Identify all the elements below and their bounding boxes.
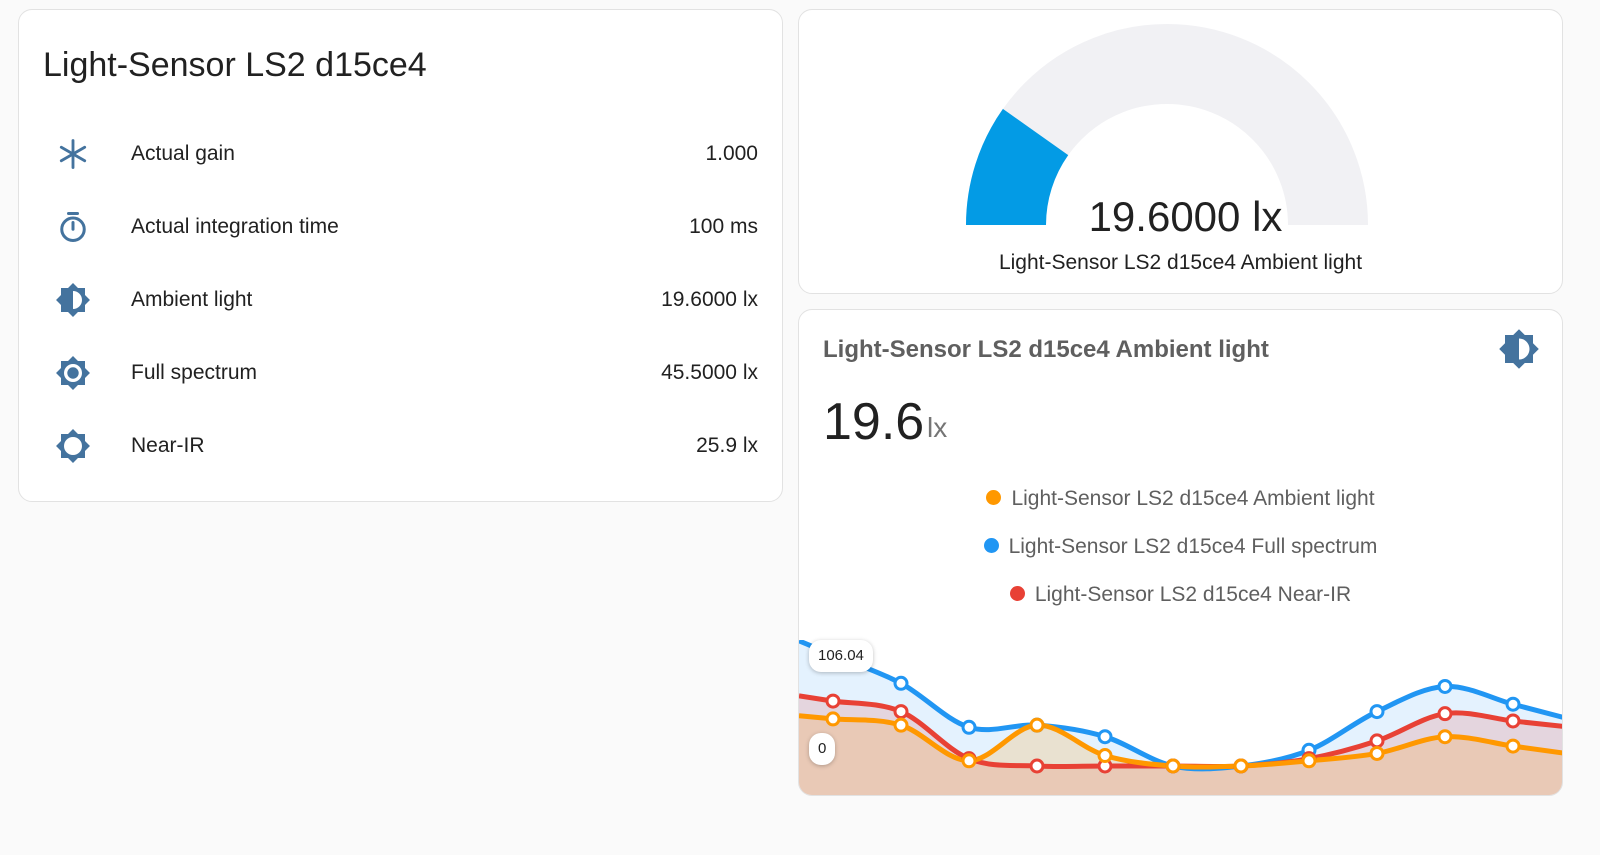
data-point[interactable] xyxy=(1301,753,1317,769)
sensor-value: 19.6 xyxy=(823,393,925,451)
data-point[interactable] xyxy=(825,711,841,727)
gauge-card[interactable]: 19.6000 lx Light-Sensor LS2 d15ce4 Ambie… xyxy=(798,9,1563,294)
entity-row-near-ir[interactable]: Near-IR 25.9 lx xyxy=(19,416,782,476)
legend-dot xyxy=(986,489,1002,505)
entity-row-ambient-light[interactable]: Ambient light 19.6000 lx xyxy=(19,270,782,330)
data-point[interactable] xyxy=(1369,745,1385,761)
legend-item-near-ir[interactable]: Light-Sensor LS2 d15ce4 Near-IR xyxy=(799,581,1562,609)
data-point[interactable] xyxy=(1029,717,1045,733)
timer-icon xyxy=(60,212,86,242)
entity-value: 1.000 xyxy=(705,142,758,165)
entity-value: 25.9 lx xyxy=(696,434,758,457)
sensor-card[interactable]: Light-Sensor LS2 d15ce4 Ambient light 19… xyxy=(798,309,1563,796)
entity-row-integration-time[interactable]: Actual integration time 100 ms xyxy=(19,197,782,257)
legend-label: Light-Sensor LS2 d15ce4 Near-IR xyxy=(1034,583,1352,606)
entity-label: Actual integration time xyxy=(131,215,339,238)
legend-dot xyxy=(983,537,999,553)
sensor-name: Light-Sensor LS2 d15ce4 Ambient light xyxy=(823,336,1269,363)
entity-label: Actual gain xyxy=(131,142,235,165)
brightness-half-icon xyxy=(1499,329,1539,369)
legend-label: Light-Sensor LS2 d15ce4 Ambient light xyxy=(1011,487,1375,510)
entity-value: 19.6000 lx xyxy=(661,288,758,311)
entity-label: Full spectrum xyxy=(131,361,258,384)
data-point[interactable] xyxy=(1505,713,1521,729)
data-point[interactable] xyxy=(1505,738,1521,754)
data-point[interactable] xyxy=(1029,758,1045,774)
data-point[interactable] xyxy=(1437,678,1453,694)
data-point[interactable] xyxy=(893,675,909,691)
data-point[interactable] xyxy=(961,719,977,735)
data-point[interactable] xyxy=(1437,706,1453,722)
data-point[interactable] xyxy=(893,704,909,720)
history-chart[interactable] xyxy=(799,640,1563,796)
entity-value: 45.5000 lx xyxy=(661,361,758,384)
data-point[interactable] xyxy=(893,717,909,733)
series-area xyxy=(799,715,1562,795)
entity-row-full-spectrum[interactable]: Full spectrum 45.5000 lx xyxy=(19,343,782,403)
legend-item-ambient[interactable]: Light-Sensor LS2 d15ce4 Ambient light xyxy=(799,485,1562,513)
data-point[interactable] xyxy=(961,753,977,769)
asterisk-icon xyxy=(59,139,87,169)
legend-dot xyxy=(1009,585,1025,601)
data-point[interactable] xyxy=(1097,748,1113,764)
data-point[interactable] xyxy=(1437,729,1453,745)
min-label: 0 xyxy=(809,733,836,765)
legend-label: Light-Sensor LS2 d15ce4 Full spectrum xyxy=(1008,535,1378,558)
entity-row-actual-gain[interactable]: Actual gain 1.000 xyxy=(19,124,782,184)
brightness-outline-icon xyxy=(56,429,90,463)
card-title: Light-Sensor LS2 d15ce4 xyxy=(43,46,427,84)
entities-card: Light-Sensor LS2 d15ce4 Actual gain 1.00… xyxy=(18,9,783,502)
gauge xyxy=(966,24,1368,227)
gauge-value: 19.6000 lx xyxy=(1088,193,1283,240)
data-point[interactable] xyxy=(1505,696,1521,712)
gauge-fill xyxy=(966,108,1069,227)
brightness-half-icon xyxy=(56,283,90,317)
data-point[interactable] xyxy=(1165,758,1181,774)
entity-value: 100 ms xyxy=(689,215,758,238)
entity-label: Ambient light xyxy=(131,288,253,311)
data-point[interactable] xyxy=(1097,729,1113,745)
entity-label: Near-IR xyxy=(131,434,205,457)
brightness-full-icon xyxy=(56,356,90,390)
data-point[interactable] xyxy=(825,693,841,709)
gauge-name: Light-Sensor LS2 d15ce4 Ambient light xyxy=(998,251,1363,274)
data-point[interactable] xyxy=(1369,733,1385,749)
legend-item-full-spectrum[interactable]: Light-Sensor LS2 d15ce4 Full spectrum xyxy=(799,533,1562,561)
series-area xyxy=(799,695,1562,795)
data-point[interactable] xyxy=(1233,758,1249,774)
sensor-unit: lx xyxy=(927,412,948,443)
max-label: 106.04 xyxy=(809,640,873,672)
data-point[interactable] xyxy=(1369,704,1385,720)
